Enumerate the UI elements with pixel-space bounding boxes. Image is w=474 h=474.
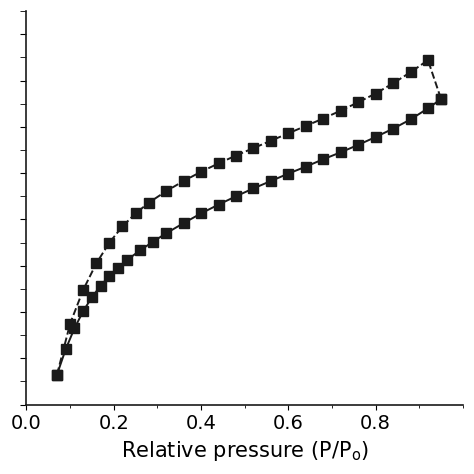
X-axis label: Relative pressure (P/P$_\mathregular{o}$): Relative pressure (P/P$_\mathregular{o}$… xyxy=(121,439,369,463)
